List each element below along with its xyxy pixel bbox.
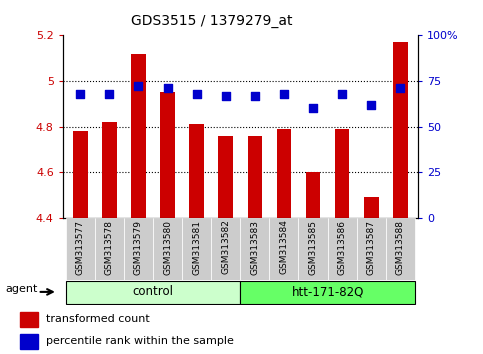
Bar <box>124 218 153 280</box>
Bar <box>241 218 270 280</box>
Bar <box>189 124 204 218</box>
Text: percentile rank within the sample: percentile rank within the sample <box>46 336 234 347</box>
Text: GSM313588: GSM313588 <box>396 219 405 275</box>
Point <box>397 85 404 91</box>
Bar <box>364 197 379 218</box>
Bar <box>241 281 415 304</box>
Text: GSM313580: GSM313580 <box>163 219 172 275</box>
Bar <box>66 218 95 280</box>
Text: control: control <box>132 285 173 298</box>
Bar <box>218 136 233 218</box>
Text: htt-171-82Q: htt-171-82Q <box>291 285 364 298</box>
Point <box>222 93 229 98</box>
Text: GDS3515 / 1379279_at: GDS3515 / 1379279_at <box>131 14 293 28</box>
Text: GSM313578: GSM313578 <box>105 219 114 275</box>
Point <box>338 91 346 97</box>
Point <box>105 91 113 97</box>
Point <box>164 85 171 91</box>
Bar <box>182 218 211 280</box>
Bar <box>131 54 146 218</box>
Bar <box>386 218 415 280</box>
Bar <box>95 218 124 280</box>
Bar <box>306 172 320 218</box>
Bar <box>248 136 262 218</box>
Point <box>368 102 375 108</box>
Bar <box>211 218 241 280</box>
Bar <box>298 218 327 280</box>
Text: GSM313587: GSM313587 <box>367 219 376 275</box>
Bar <box>73 131 87 218</box>
Bar <box>356 218 386 280</box>
Bar <box>153 218 182 280</box>
Bar <box>277 129 291 218</box>
Bar <box>393 42 408 218</box>
Text: GSM313584: GSM313584 <box>280 219 288 274</box>
Bar <box>66 281 241 304</box>
Bar <box>20 312 38 326</box>
Text: GSM313579: GSM313579 <box>134 219 143 275</box>
Bar <box>160 92 175 218</box>
Text: GSM313586: GSM313586 <box>338 219 347 275</box>
Text: GSM313582: GSM313582 <box>221 219 230 274</box>
Text: GSM313581: GSM313581 <box>192 219 201 275</box>
Bar <box>102 122 116 218</box>
Text: GSM313583: GSM313583 <box>250 219 259 275</box>
Point <box>76 91 84 97</box>
Bar <box>327 218 356 280</box>
Point <box>251 93 259 98</box>
Point <box>135 84 142 89</box>
Point <box>280 91 288 97</box>
Text: GSM313585: GSM313585 <box>309 219 317 275</box>
Text: agent: agent <box>5 284 37 293</box>
Bar <box>335 129 349 218</box>
Bar <box>270 218 298 280</box>
Point <box>193 91 200 97</box>
Bar <box>20 334 38 349</box>
Point <box>309 105 317 111</box>
Text: GSM313577: GSM313577 <box>76 219 85 275</box>
Text: transformed count: transformed count <box>46 314 150 324</box>
